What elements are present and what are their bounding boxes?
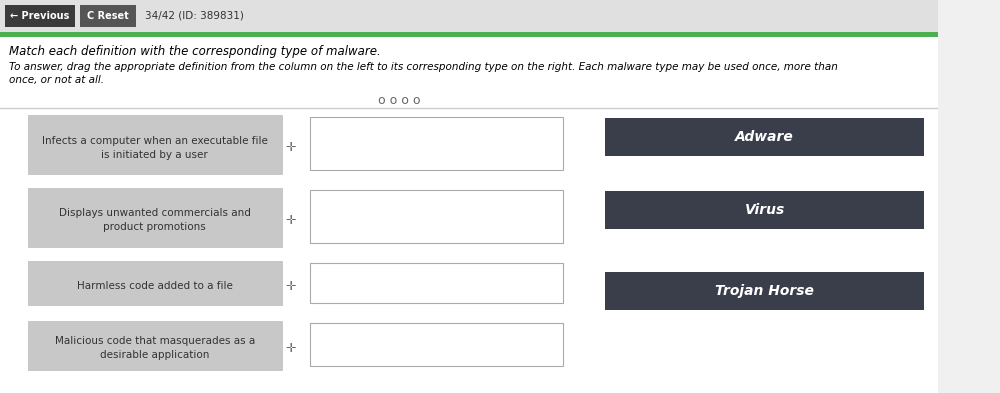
FancyBboxPatch shape — [310, 263, 563, 303]
Text: Displays unwanted commercials and
product promotions: Displays unwanted commercials and produc… — [59, 209, 251, 233]
FancyBboxPatch shape — [28, 321, 282, 370]
FancyBboxPatch shape — [28, 188, 282, 247]
Text: Malicious code that masquerades as a
desirable application: Malicious code that masquerades as a des… — [55, 336, 255, 360]
FancyBboxPatch shape — [0, 37, 938, 393]
Text: o o o o: o o o o — [378, 94, 420, 107]
Text: ✛: ✛ — [286, 214, 296, 227]
Text: ✛: ✛ — [286, 342, 296, 355]
Text: Harmless code added to a file: Harmless code added to a file — [77, 281, 233, 291]
Text: Adware: Adware — [735, 130, 794, 144]
FancyBboxPatch shape — [310, 323, 563, 366]
Text: once, or not at all.: once, or not at all. — [9, 75, 104, 85]
FancyBboxPatch shape — [80, 5, 136, 27]
FancyBboxPatch shape — [310, 190, 563, 243]
FancyBboxPatch shape — [28, 261, 282, 305]
FancyBboxPatch shape — [0, 0, 938, 32]
Text: Trojan Horse: Trojan Horse — [715, 284, 814, 298]
Text: ← Previous: ← Previous — [10, 11, 69, 21]
FancyBboxPatch shape — [28, 115, 282, 174]
Text: Match each definition with the corresponding type of malware.: Match each definition with the correspon… — [9, 46, 381, 59]
Text: Virus: Virus — [745, 203, 785, 217]
FancyBboxPatch shape — [310, 117, 563, 170]
Text: 34/42 (ID: 389831): 34/42 (ID: 389831) — [145, 11, 244, 21]
Text: ✛: ✛ — [286, 141, 296, 154]
FancyBboxPatch shape — [0, 32, 938, 37]
FancyBboxPatch shape — [605, 118, 924, 156]
Text: ✛: ✛ — [286, 279, 296, 292]
Text: C Reset: C Reset — [87, 11, 129, 21]
FancyBboxPatch shape — [605, 272, 924, 310]
FancyBboxPatch shape — [5, 5, 75, 27]
FancyBboxPatch shape — [605, 191, 924, 229]
Text: Infects a computer when an executable file
is initiated by a user: Infects a computer when an executable fi… — [42, 136, 268, 160]
Text: To answer, drag the appropriate definition from the column on the left to its co: To answer, drag the appropriate definiti… — [9, 62, 838, 72]
